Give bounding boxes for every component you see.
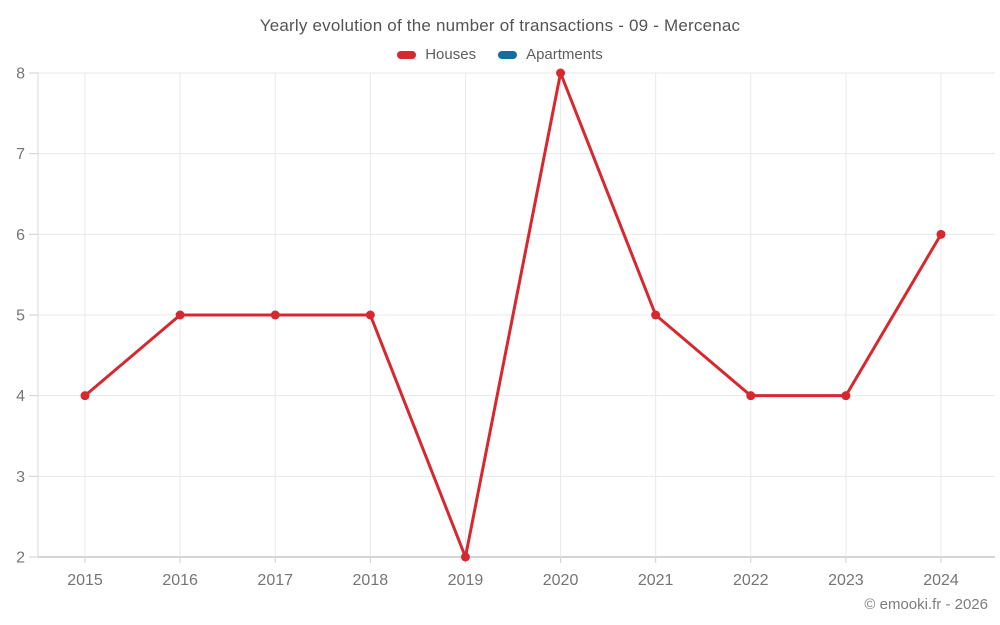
y-tick-label: 7 [16,146,25,163]
y-tick-label: 2 [16,550,25,567]
chart-title: Yearly evolution of the number of transa… [259,16,741,35]
x-tick-label: 2015 [67,572,103,589]
houses-point [460,552,470,562]
x-tick-label: 2020 [543,572,579,589]
legend-item-apartments[interactable]: Apartments [498,46,603,63]
apartments-legend-swatch-icon [498,50,518,59]
houses-point [556,68,566,78]
x-tick-label: 2019 [448,572,484,589]
x-tick-label: 2022 [733,572,769,589]
y-tick-label: 6 [16,227,25,244]
watermark-text: © emooki.fr - 2026 [864,596,988,613]
houses-point [80,391,90,401]
houses-point [175,310,185,320]
houses-point [746,391,756,401]
y-tick-label: 8 [16,66,25,83]
x-tick-label: 2021 [638,572,674,589]
x-tick-label: 2023 [828,572,864,589]
x-tick-label: 2018 [353,572,389,589]
houses-point [365,310,375,320]
x-tick-label: 2017 [257,572,293,589]
houses-legend-swatch-icon [397,50,417,59]
chart-legend: Houses Apartments [0,46,1000,63]
y-tick-label: 3 [16,469,25,486]
x-tick-label: 2024 [923,572,959,589]
y-tick-label: 4 [16,388,25,405]
x-tick-label: 2016 [162,572,198,589]
y-tick-label: 5 [16,308,25,325]
houses-point [936,229,946,239]
legend-label-apartments: Apartments [526,46,603,63]
houses-point [270,310,280,320]
houses-point [651,310,661,320]
houses-line [83,71,943,559]
legend-label-houses: Houses [425,46,477,63]
houses-point [841,391,851,401]
legend-item-houses[interactable]: Houses [397,46,476,63]
